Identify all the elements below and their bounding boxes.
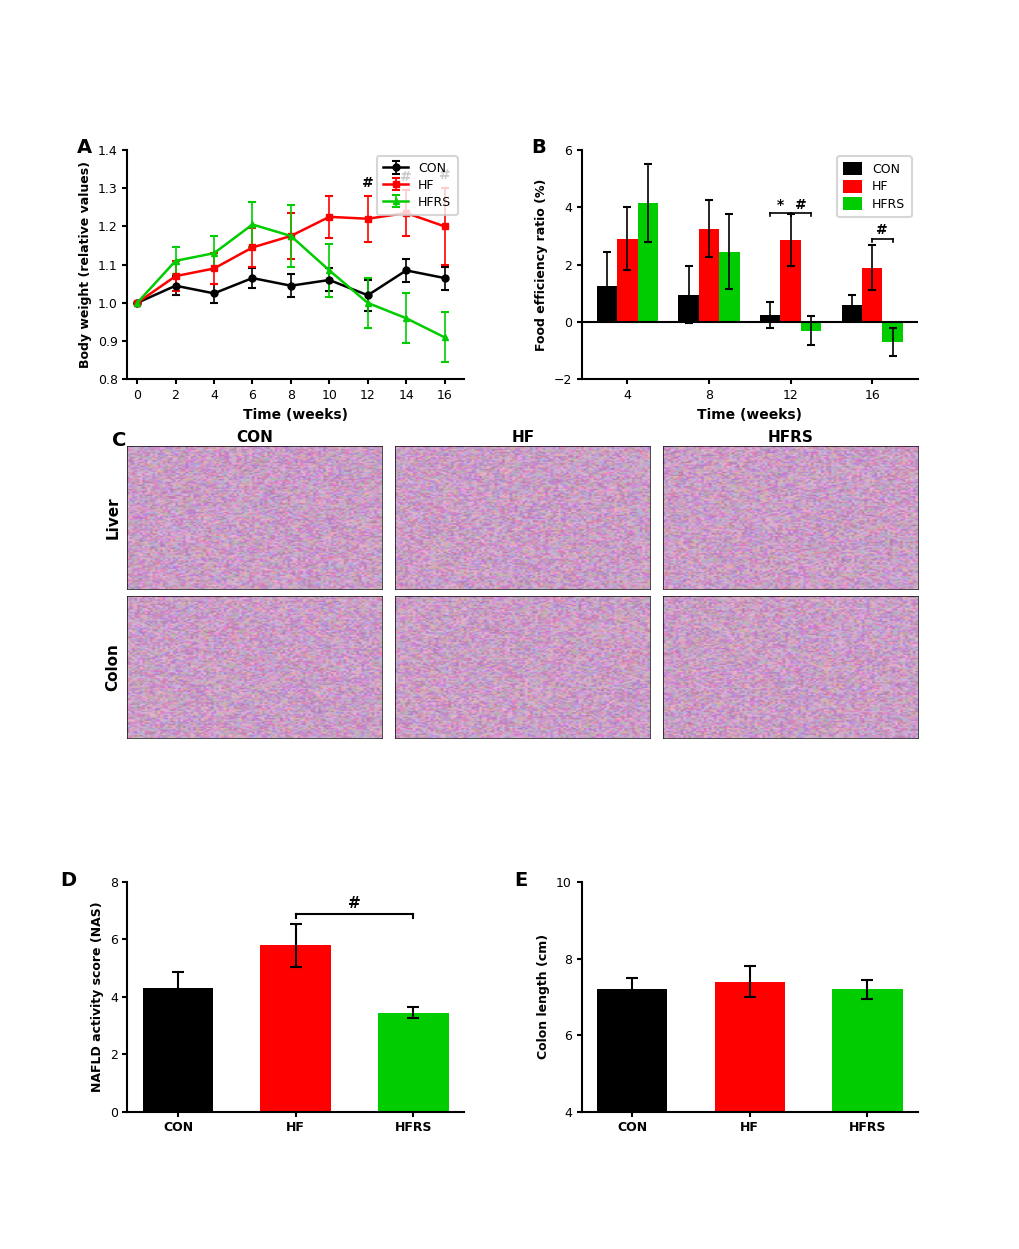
Bar bbox=[678, 295, 698, 322]
Bar bbox=[616, 239, 637, 322]
Text: *: * bbox=[776, 197, 784, 211]
Bar bbox=[832, 989, 902, 1249]
Bar bbox=[637, 204, 657, 322]
X-axis label: Time (weeks): Time (weeks) bbox=[697, 407, 802, 422]
Title: HF: HF bbox=[511, 430, 534, 445]
Bar bbox=[718, 252, 739, 322]
Bar bbox=[759, 315, 780, 322]
Text: #: # bbox=[794, 197, 806, 211]
Text: D: D bbox=[60, 871, 76, 889]
X-axis label: Time (weeks): Time (weeks) bbox=[243, 407, 347, 422]
Bar bbox=[596, 989, 666, 1249]
Y-axis label: Body weight (relative values): Body weight (relative values) bbox=[79, 161, 92, 368]
Y-axis label: Food efficiency ratio (%): Food efficiency ratio (%) bbox=[534, 179, 547, 351]
Legend: CON, HF, HFRS: CON, HF, HFRS bbox=[376, 156, 458, 215]
Bar bbox=[861, 267, 881, 322]
Y-axis label: Colon length (cm): Colon length (cm) bbox=[537, 934, 550, 1059]
Text: B: B bbox=[531, 139, 545, 157]
Text: E: E bbox=[514, 871, 527, 889]
Y-axis label: Colon: Colon bbox=[105, 643, 120, 691]
Text: #: # bbox=[875, 224, 888, 237]
Text: #: # bbox=[362, 176, 373, 190]
Bar bbox=[714, 982, 785, 1249]
Bar bbox=[260, 945, 330, 1112]
Text: #: # bbox=[347, 896, 361, 911]
Text: A: A bbox=[77, 139, 92, 157]
Bar bbox=[698, 229, 718, 322]
Y-axis label: Liver: Liver bbox=[105, 496, 120, 538]
Text: #: # bbox=[438, 169, 450, 182]
Legend: CON, HF, HFRS: CON, HF, HFRS bbox=[837, 156, 911, 217]
Bar bbox=[800, 322, 820, 331]
Bar bbox=[378, 1013, 448, 1112]
Text: C: C bbox=[112, 431, 126, 451]
Bar bbox=[841, 305, 861, 322]
Y-axis label: NAFLD activity score (NAS): NAFLD activity score (NAS) bbox=[91, 902, 104, 1092]
Title: CON: CON bbox=[236, 430, 273, 445]
Bar bbox=[596, 286, 616, 322]
Bar bbox=[881, 322, 902, 342]
Title: HFRS: HFRS bbox=[767, 430, 812, 445]
Bar bbox=[780, 240, 800, 322]
Bar bbox=[143, 988, 213, 1112]
Text: #: # bbox=[399, 170, 412, 185]
